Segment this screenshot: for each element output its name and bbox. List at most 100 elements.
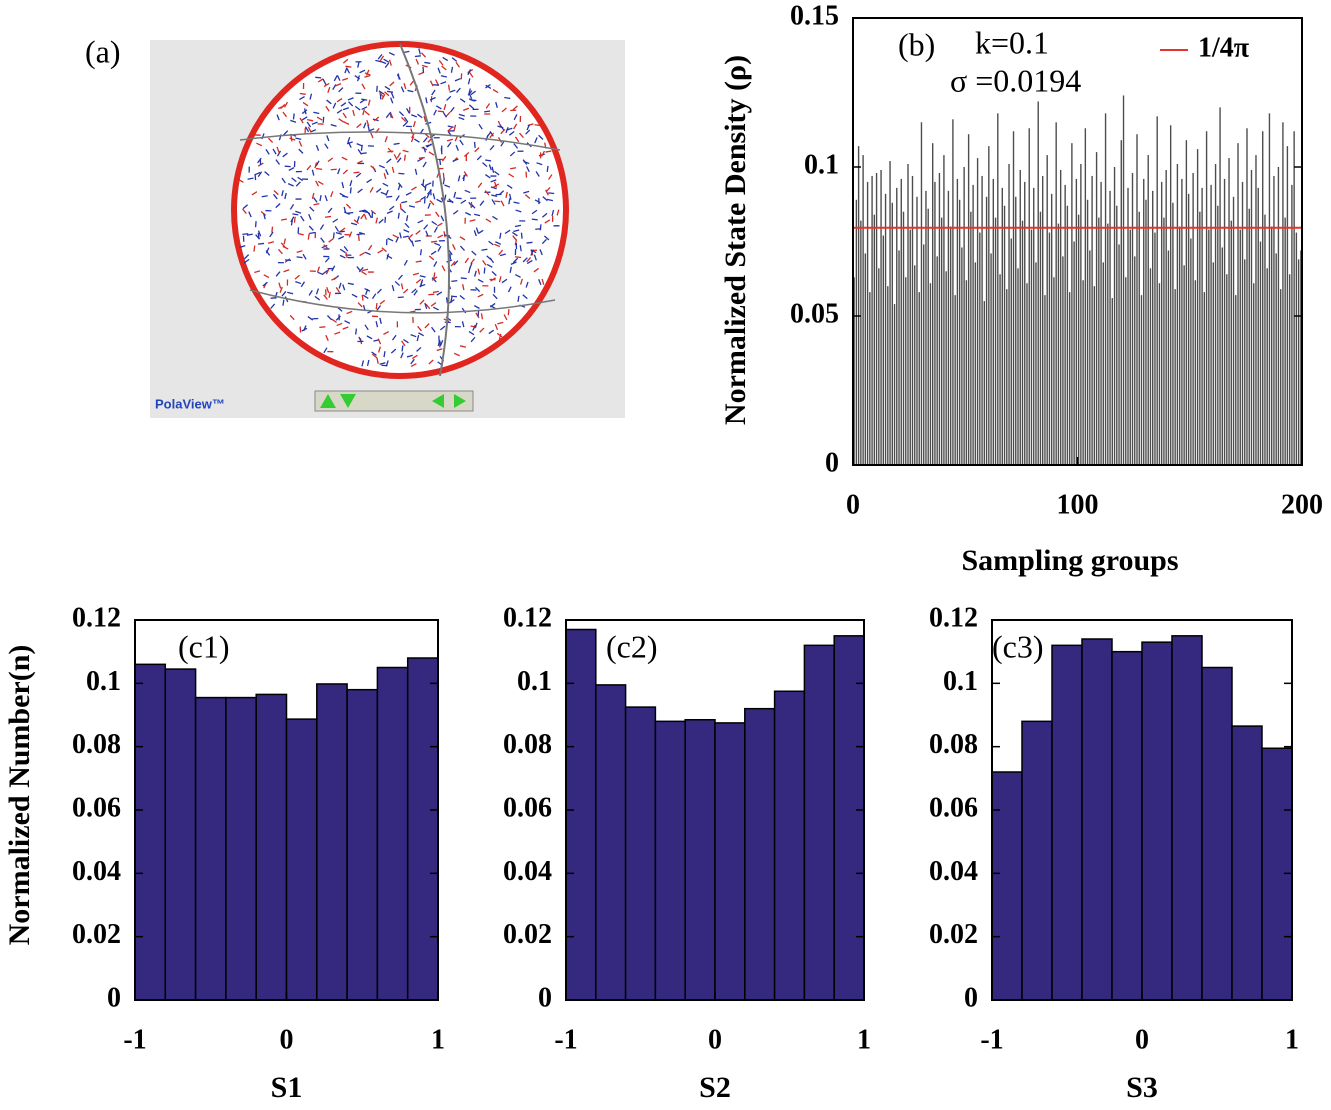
bar xyxy=(1297,259,1300,465)
x-tick-label: 1 xyxy=(857,1024,871,1055)
bar xyxy=(1039,211,1042,465)
trace xyxy=(484,110,491,113)
left-button[interactable] xyxy=(432,394,444,408)
trace xyxy=(542,196,548,202)
hist-bar xyxy=(684,719,716,1001)
trace xyxy=(531,218,538,221)
trace xyxy=(522,257,528,263)
bar xyxy=(916,196,918,466)
bar xyxy=(1178,226,1181,465)
trace xyxy=(519,278,523,285)
trace xyxy=(349,187,352,194)
trace xyxy=(400,116,407,122)
trace xyxy=(375,217,379,224)
bar xyxy=(1046,155,1048,465)
trace xyxy=(353,171,360,174)
trace xyxy=(296,250,303,253)
x-tick-label: -1 xyxy=(980,1024,1003,1055)
trace xyxy=(452,243,456,250)
hist-bar xyxy=(1021,720,1053,1001)
bar xyxy=(1122,95,1125,465)
trace xyxy=(338,235,345,240)
trace xyxy=(513,114,518,121)
right-button[interactable] xyxy=(454,394,466,408)
up-button[interactable] xyxy=(320,394,336,408)
bar xyxy=(965,280,968,465)
bar xyxy=(864,253,867,465)
trace xyxy=(359,209,366,213)
bar xyxy=(887,286,889,465)
trace xyxy=(454,77,461,82)
y-tick-label: 0.08 xyxy=(503,729,552,760)
trace xyxy=(546,165,549,172)
bar xyxy=(1212,262,1215,465)
down-button[interactable] xyxy=(340,394,356,408)
trace xyxy=(342,169,349,175)
trace xyxy=(453,191,457,198)
trace xyxy=(551,209,555,217)
trace xyxy=(315,180,320,187)
trace xyxy=(384,62,390,69)
trace xyxy=(283,101,289,108)
trace xyxy=(389,81,395,87)
trace xyxy=(440,81,447,85)
trace xyxy=(510,261,517,265)
trace xyxy=(438,59,444,66)
trace xyxy=(397,182,403,188)
bar xyxy=(900,178,902,466)
trace xyxy=(264,171,270,176)
trace xyxy=(335,232,342,235)
trace xyxy=(356,143,363,147)
trace xyxy=(360,213,365,220)
hist-bar xyxy=(406,657,439,1001)
bar xyxy=(1057,223,1060,465)
trace xyxy=(420,183,427,189)
trace xyxy=(463,175,465,182)
hist-bar xyxy=(1261,747,1293,1001)
trace xyxy=(323,244,329,250)
trace xyxy=(414,55,421,58)
trace xyxy=(427,202,431,209)
y-tick-label: 0 xyxy=(538,982,552,1013)
bar xyxy=(925,190,927,465)
trace xyxy=(337,168,341,175)
trace xyxy=(327,86,331,93)
trace xyxy=(510,167,517,170)
trace xyxy=(525,281,529,288)
trace xyxy=(342,326,349,330)
trace xyxy=(428,359,434,365)
trace xyxy=(375,321,379,328)
trace xyxy=(398,172,405,175)
toolbar[interactable] xyxy=(314,390,474,412)
trace xyxy=(541,238,547,245)
trace xyxy=(499,232,502,239)
trace xyxy=(356,233,363,236)
trace xyxy=(295,210,302,214)
trace xyxy=(418,332,424,337)
trace xyxy=(300,281,306,288)
trace xyxy=(504,96,511,100)
trace xyxy=(416,346,422,352)
bar xyxy=(1082,280,1084,465)
trace xyxy=(369,186,374,193)
trace xyxy=(256,142,263,147)
trace xyxy=(339,254,346,259)
trace xyxy=(402,288,409,294)
bar xyxy=(1086,199,1089,465)
trace xyxy=(335,286,341,293)
trace xyxy=(507,286,512,293)
trace xyxy=(257,171,263,178)
trace xyxy=(385,169,389,176)
trace xyxy=(342,107,350,111)
trace xyxy=(433,272,436,279)
trace xyxy=(313,202,320,206)
trace xyxy=(391,284,395,292)
trace xyxy=(377,338,382,345)
bar xyxy=(988,146,990,465)
bar xyxy=(1006,289,1008,465)
bar xyxy=(1246,128,1248,465)
trace xyxy=(390,348,397,354)
trace xyxy=(525,129,531,135)
trace xyxy=(261,195,268,198)
trace xyxy=(473,230,477,237)
